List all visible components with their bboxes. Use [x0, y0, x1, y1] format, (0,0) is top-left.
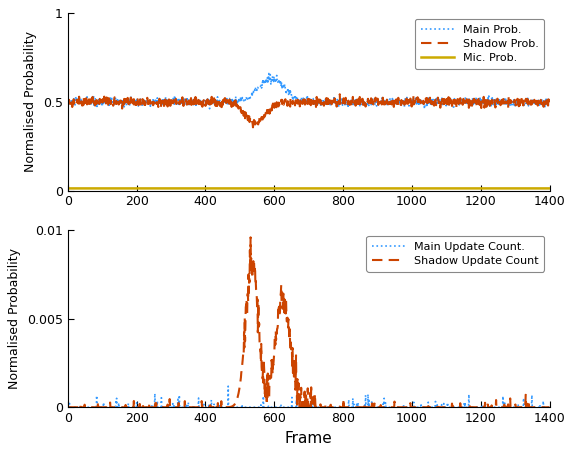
Mic. Prob. — [317, 186, 324, 191]
Main Update Count. — [546, 405, 553, 410]
Mic. Prob. — [539, 186, 546, 191]
Main Prob. — [181, 104, 188, 109]
Shadow Update Count — [181, 405, 188, 410]
Shadow Prob. — [456, 98, 463, 104]
Shadow Prob. — [64, 97, 71, 102]
Main Prob. — [540, 101, 546, 106]
Main Prob. — [456, 102, 463, 108]
Shadow Prob. — [181, 99, 188, 104]
Shadow Update Count — [456, 405, 463, 410]
Line: Main Prob.: Main Prob. — [68, 74, 549, 109]
Main Update Count. — [64, 405, 71, 410]
Shadow Update Count — [287, 343, 294, 348]
Main Prob. — [546, 98, 553, 104]
Line: Shadow Prob.: Shadow Prob. — [68, 94, 549, 127]
Main Prob. — [317, 102, 324, 108]
Main Update Count. — [539, 405, 546, 410]
Mic. Prob. — [455, 186, 462, 191]
Main Prob. — [64, 96, 71, 102]
Mic. Prob. — [230, 186, 237, 191]
Shadow Prob. — [287, 95, 294, 100]
Main Update Count. — [455, 405, 462, 410]
X-axis label: Frame: Frame — [285, 431, 333, 446]
Shadow Prob. — [540, 96, 546, 102]
Main Prob. — [287, 89, 294, 94]
Main Update Count. — [225, 384, 232, 389]
Main Update Count. — [231, 405, 238, 410]
Main Prob. — [421, 106, 428, 112]
Main Prob. — [230, 100, 237, 105]
Mic. Prob. — [181, 186, 188, 191]
Shadow Update Count — [296, 405, 303, 410]
Shadow Update Count — [546, 405, 553, 410]
Shadow Update Count — [247, 235, 254, 240]
Mic. Prob. — [64, 186, 71, 191]
Mic. Prob. — [287, 186, 294, 191]
Y-axis label: Normalised Probability: Normalised Probability — [9, 248, 21, 389]
Shadow Update Count — [540, 405, 546, 410]
Shadow Update Count — [230, 403, 237, 408]
Legend: Main Update Count., Shadow Update Count: Main Update Count., Shadow Update Count — [366, 236, 544, 271]
Main Update Count. — [317, 405, 324, 410]
Y-axis label: Normalised Probability: Normalised Probability — [24, 31, 37, 173]
Shadow Prob. — [230, 99, 237, 105]
Main Update Count. — [287, 405, 294, 410]
Line: Shadow Update Count: Shadow Update Count — [68, 237, 549, 407]
Main Update Count. — [181, 405, 188, 410]
Shadow Prob. — [546, 101, 553, 106]
Line: Main Update Count.: Main Update Count. — [68, 386, 549, 407]
Mic. Prob. — [546, 186, 553, 191]
Shadow Prob. — [336, 92, 343, 97]
Shadow Update Count — [318, 405, 325, 410]
Shadow Update Count — [64, 405, 71, 410]
Shadow Prob. — [250, 124, 257, 130]
Main Prob. — [265, 71, 272, 76]
Legend: Main Prob., Shadow Prob., Mic. Prob.: Main Prob., Shadow Prob., Mic. Prob. — [415, 19, 544, 69]
Shadow Prob. — [317, 102, 324, 107]
